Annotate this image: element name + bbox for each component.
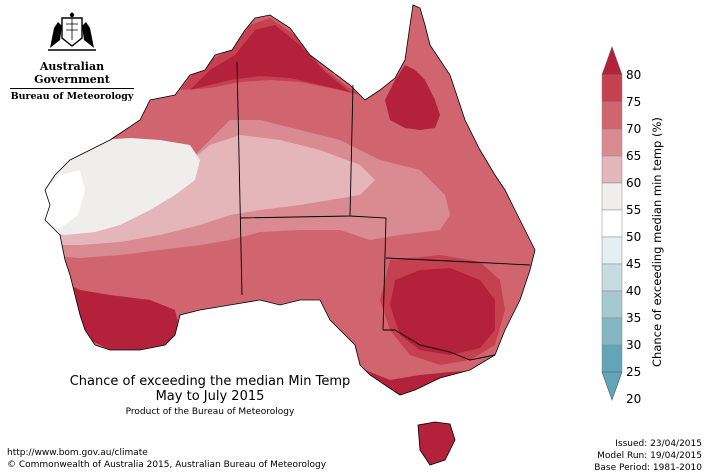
- legend-bottom-arrow: [601, 371, 623, 401]
- legend-tick-label: 40: [626, 284, 641, 298]
- legend-top-arrow: [601, 46, 623, 76]
- legend-tick-label: 75: [626, 95, 641, 109]
- coastline: [44, 4, 536, 396]
- footer-url[interactable]: http://www.bom.gov.au/climate: [7, 448, 148, 458]
- legend-swatch: [601, 263, 623, 292]
- legend-tick-label: 25: [626, 365, 641, 379]
- legend-swatch: [601, 290, 623, 319]
- model-run-date: Model Run: 19/04/2015: [597, 451, 702, 461]
- border-sa-qld: [349, 215, 387, 331]
- base-period: Base Period: 1981-2010: [594, 463, 702, 473]
- footer-left: http://www.bom.gov.au/climate © Commonwe…: [7, 447, 326, 471]
- legend-tick-label: 45: [626, 257, 641, 271]
- footer-copyright: © Commonwealth of Australia 2015, Austra…: [7, 460, 327, 470]
- map-period: May to July 2015: [155, 389, 265, 404]
- map-credit: Product of the Bureau of Meteorology: [125, 407, 295, 417]
- legend-swatch: [601, 236, 623, 265]
- region-70-gulf: [335, 310, 370, 360]
- legend-label-wrap: Chance of exceeding median min temp (%): [650, 117, 664, 367]
- border-nsw-vic: [383, 329, 496, 361]
- legend-swatch: [601, 182, 623, 211]
- legend-swatch: [601, 101, 623, 130]
- legend-swatch: [601, 209, 623, 238]
- map-title: Chance of exceeding the median Min Temp: [69, 374, 351, 389]
- tasmania: [417, 421, 456, 466]
- legend-tick-label: 65: [626, 149, 641, 163]
- legend-tick-label: 30: [626, 338, 641, 352]
- legend-tick-label: 35: [626, 311, 641, 325]
- issued-date: Issued: 23/04/2015: [615, 439, 702, 449]
- legend-tick-label: 70: [626, 122, 641, 136]
- government-logo: Australian Government Bureau of Meteorol…: [10, 10, 134, 102]
- legend-swatch: [601, 74, 623, 103]
- footer-right: Issued: 23/04/2015 Model Run: 19/04/2015…: [594, 438, 702, 474]
- legend-swatch: [601, 128, 623, 157]
- legend-tick-label: 50: [626, 230, 641, 244]
- region-80-north: [190, 25, 350, 92]
- border-qld-nsw: [385, 257, 531, 266]
- legend-label: Chance of exceeding median min temp (%): [650, 117, 664, 367]
- color-legend: 80 75 70 65 60 55 50 45 40 35 30 25 20: [601, 46, 641, 406]
- legend-swatch: [601, 317, 623, 346]
- agency-name: Australian Government: [34, 60, 110, 86]
- state-borders: [236, 61, 531, 361]
- legend-tick-label: 20: [626, 392, 641, 406]
- border-wa: [236, 61, 243, 296]
- legend-swatch: [601, 344, 623, 373]
- legend-tick-label: 80: [626, 68, 641, 82]
- coat-of-arms-icon: [48, 12, 96, 51]
- region-55-band: [45, 138, 200, 235]
- legend-tick-label: 55: [626, 203, 641, 217]
- legend-tick-label: 60: [626, 176, 641, 190]
- region-50-band: [45, 170, 85, 228]
- region-80-east: [390, 268, 495, 355]
- bureau-name: Bureau of Meteorology: [10, 88, 134, 102]
- legend-swatch: [601, 155, 623, 184]
- map-title-block: Chance of exceeding the median Min Temp …: [40, 374, 380, 417]
- region-80-southwest: [60, 280, 180, 350]
- region-80-cape-york: [385, 65, 440, 130]
